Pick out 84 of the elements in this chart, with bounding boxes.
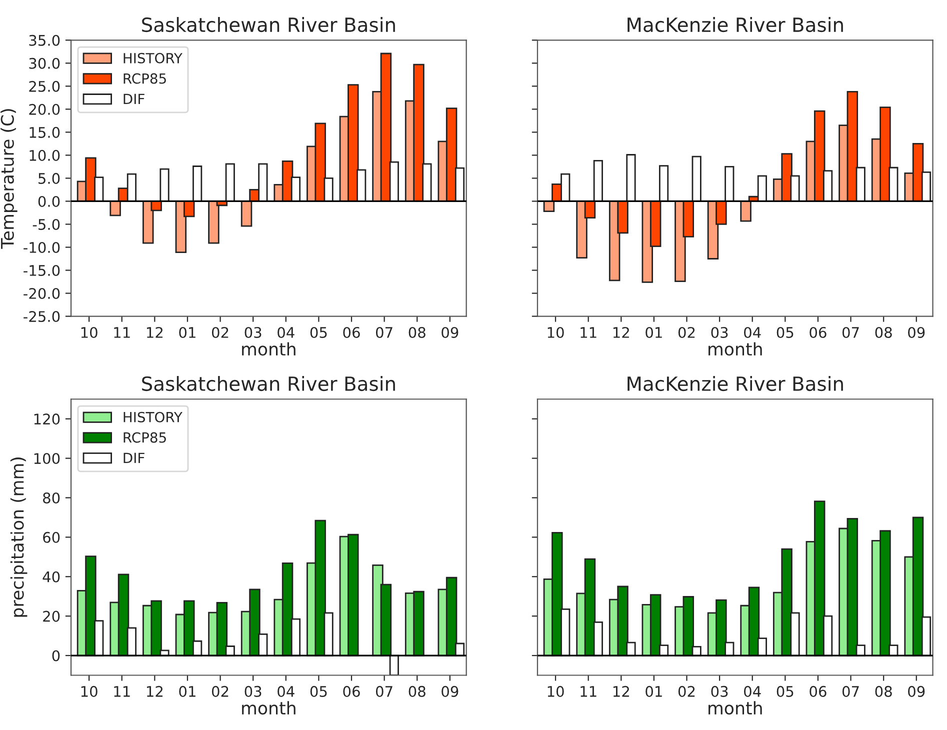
chart-title: Saskatchewan River Basin [142, 376, 395, 392]
x-tick-label: 12 [613, 326, 629, 338]
y-tick-label: 60 [43, 532, 60, 543]
x-tick-label: 01 [179, 326, 196, 338]
x-tick-label: 03 [711, 686, 728, 697]
x-tick-label: 02 [678, 326, 695, 338]
x-tick-label: 03 [244, 686, 262, 697]
x-tick-label: 04 [744, 686, 761, 697]
x-tick-label: 10 [548, 686, 564, 697]
y-tick-label: 25.0 [29, 80, 60, 92]
x-tick-label: 05 [776, 326, 794, 338]
x-tick-label: 05 [310, 326, 327, 338]
x-tick-label: 10 [81, 686, 98, 697]
y-tick-label: 120 [34, 414, 60, 425]
y-tick-label: -5.0 [32, 218, 60, 230]
x-tick-label: 07 [842, 326, 859, 338]
y-tick-label: 20.0 [29, 104, 60, 115]
chart-title: MacKenzie River Basin [628, 376, 843, 392]
chart-title: Saskatchewan River Basin [142, 17, 395, 32]
legend-label: RCP85 [124, 73, 166, 84]
x-tick-label: 06 [343, 686, 360, 697]
x-tick-label: 05 [310, 686, 327, 697]
x-tick-label: 07 [376, 686, 392, 697]
x-tick-label: 11 [580, 686, 596, 697]
y-tick-label: -15.0 [24, 264, 60, 276]
x-tick-label: 01 [179, 686, 196, 697]
y-tick-label: 30.0 [29, 58, 60, 69]
x-tick-label: 06 [810, 326, 826, 338]
y-tick-label: 40 [42, 571, 60, 582]
x-axis-title: month [708, 342, 762, 356]
y-tick-label: -25.0 [24, 310, 60, 322]
y-axis-title: Temperature (C) [0, 109, 18, 249]
x-tick-label: 11 [114, 686, 130, 697]
x-axis-title: month [708, 701, 762, 715]
x-tick-label: 02 [678, 686, 695, 697]
x-axis-title: month [242, 342, 296, 356]
x-tick-label: 09 [908, 686, 925, 697]
x-tick-label: 12 [147, 686, 162, 697]
y-tick-label: 80 [43, 492, 60, 504]
x-tick-label: 01 [646, 326, 662, 338]
x-tick-label: 04 [278, 326, 294, 338]
x-tick-label: 03 [244, 326, 262, 338]
y-tick-label: 35.0 [29, 34, 60, 46]
x-tick-label: 05 [776, 686, 794, 697]
x-tick-label: 08 [408, 686, 426, 697]
y-tick-label: -10.0 [24, 242, 60, 253]
x-tick-label: 11 [580, 327, 596, 338]
x-tick-label: 08 [875, 326, 892, 338]
y-tick-label: 15.0 [30, 126, 60, 138]
legend-label: HISTORY [124, 52, 182, 64]
y-tick-label: 100 [34, 453, 60, 464]
y-axis-title: precipitation (mm) [10, 458, 28, 617]
x-tick-label: 09 [442, 326, 458, 338]
x-axis-title: month [242, 701, 296, 715]
x-tick-label: 08 [408, 326, 426, 338]
x-tick-label: 01 [646, 686, 662, 697]
y-tick-label: 0 [52, 650, 60, 662]
x-tick-label: 07 [376, 326, 392, 338]
y-tick-label: 10.0 [30, 150, 60, 161]
x-tick-label: 12 [613, 686, 629, 697]
x-tick-label: 08 [875, 686, 892, 697]
legend-label: DIF [124, 452, 144, 463]
chart-title: MacKenzie River Basin [628, 17, 843, 32]
x-tick-label: 02 [212, 326, 228, 338]
x-tick-label: 06 [343, 326, 360, 338]
x-tick-label: 11 [114, 327, 130, 338]
x-tick-label: 03 [711, 326, 728, 338]
legend-label: HISTORY [124, 412, 182, 422]
x-tick-label: 02 [212, 686, 228, 697]
legend-label: RCP85 [124, 432, 166, 443]
y-tick-label: 0.0 [38, 196, 60, 207]
y-tick-label: 5.0 [38, 172, 60, 184]
x-tick-label: 10 [81, 326, 98, 338]
legend-label: DIF [124, 94, 144, 104]
x-tick-label: 04 [744, 326, 761, 338]
x-tick-label: 10 [548, 326, 564, 338]
x-tick-label: 09 [908, 326, 925, 338]
x-tick-label: 04 [278, 686, 294, 697]
x-tick-label: 09 [442, 686, 458, 697]
x-tick-label: 12 [147, 326, 162, 338]
x-tick-label: 06 [810, 686, 826, 697]
y-tick-label: -20.0 [24, 288, 60, 300]
x-tick-label: 07 [842, 686, 859, 697]
y-tick-label: 20 [43, 610, 60, 622]
